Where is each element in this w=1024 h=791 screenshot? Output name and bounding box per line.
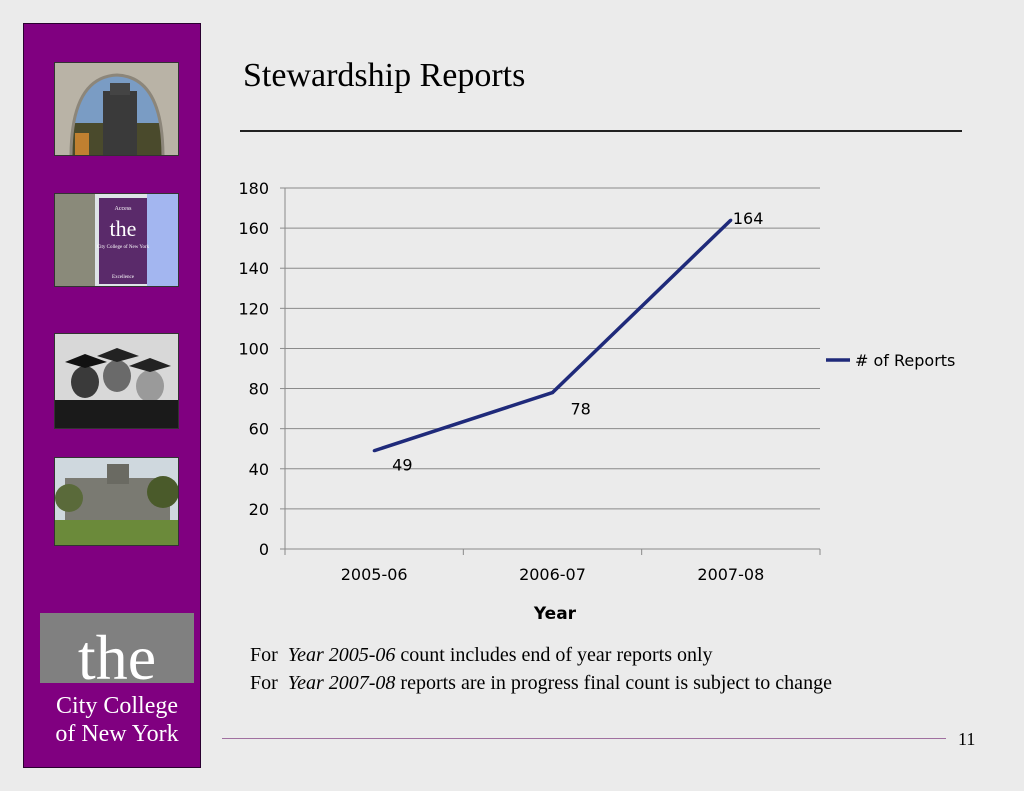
y-tick-label: 0 bbox=[259, 540, 269, 559]
data-point bbox=[372, 449, 376, 453]
banner-bottom-text: Excellence bbox=[112, 275, 135, 280]
x-tick-label: 2007-08 bbox=[697, 565, 764, 584]
chart-series bbox=[372, 218, 733, 453]
campus-quad-photo bbox=[54, 457, 179, 546]
x-axis-title: Year bbox=[533, 604, 577, 624]
banner-mid-text: City College of New York bbox=[97, 245, 150, 250]
banner-top-text: Access bbox=[115, 206, 133, 212]
title-divider bbox=[240, 130, 962, 132]
y-tick-label: 60 bbox=[249, 420, 269, 439]
chart-legend: # of Reports bbox=[826, 351, 955, 370]
note-2-prefix: For bbox=[250, 672, 278, 694]
logo-new-york-text: of New York bbox=[55, 721, 178, 747]
data-point bbox=[729, 218, 733, 222]
note-2-text: reports are in progress final count is s… bbox=[395, 672, 832, 694]
x-tick-label: 2005-06 bbox=[341, 565, 408, 584]
y-tick-label: 120 bbox=[238, 299, 269, 318]
graduates-photo bbox=[54, 333, 179, 429]
x-axis: 2005-06 2006-07 2007-08 bbox=[284, 188, 821, 584]
chart-data-labels: 49 78 164 bbox=[392, 209, 763, 475]
series-line bbox=[373, 218, 733, 453]
y-axis-ticks: 0 20 40 60 80 100 120 140 160 180 bbox=[238, 179, 285, 559]
campus-arch-photo bbox=[54, 62, 179, 156]
y-tick-label: 160 bbox=[238, 219, 269, 238]
page-number: 11 bbox=[958, 729, 976, 749]
y-tick-label: 80 bbox=[249, 380, 269, 399]
y-tick-label: 100 bbox=[238, 339, 269, 358]
note-2-year: Year 2007-08 bbox=[287, 672, 396, 694]
college-banner-photo: Access the City College of New York Exce… bbox=[54, 193, 179, 287]
y-tick-label: 140 bbox=[238, 259, 269, 278]
note-line-1: For Year 2005-06 count includes end of y… bbox=[250, 644, 713, 667]
x-tick-label: 2006-07 bbox=[519, 565, 586, 584]
data-point bbox=[551, 391, 554, 395]
chart-gridlines bbox=[285, 187, 820, 550]
y-tick-label: 40 bbox=[249, 460, 269, 479]
data-label: 49 bbox=[392, 456, 412, 475]
note-1-prefix: For bbox=[250, 644, 278, 666]
y-tick-label: 180 bbox=[238, 179, 269, 198]
data-label: 164 bbox=[733, 209, 764, 228]
footer-divider bbox=[222, 738, 946, 739]
y-tick-label: 20 bbox=[249, 500, 269, 519]
note-line-2: For Year 2007-08 reports are in progress… bbox=[250, 672, 832, 695]
banner-the-text: the bbox=[110, 216, 137, 241]
ccny-logo: the City College of New York bbox=[40, 613, 194, 753]
slide-title: Stewardship Reports bbox=[243, 57, 526, 94]
logo-the-text: the bbox=[78, 622, 156, 693]
logo-city-college-text: City College bbox=[56, 693, 178, 719]
note-1-text: count includes end of year reports only bbox=[395, 644, 713, 666]
note-1-year: Year 2005-06 bbox=[287, 644, 396, 666]
legend-label: # of Reports bbox=[855, 351, 955, 370]
data-label: 78 bbox=[571, 400, 591, 419]
